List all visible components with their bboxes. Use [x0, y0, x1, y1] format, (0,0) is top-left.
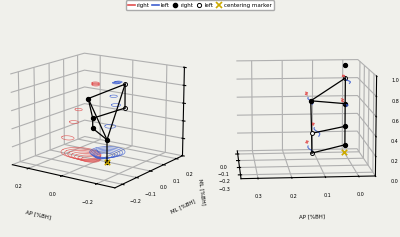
Legend: right, left, right, left, centering marker: right, left, right, left, centering mark… — [126, 0, 274, 10]
Y-axis label: ML [%BH]: ML [%BH] — [170, 198, 196, 214]
X-axis label: AP [%BH]: AP [%BH] — [25, 210, 51, 220]
X-axis label: ML [%BH]: ML [%BH] — [198, 179, 206, 206]
Y-axis label: AP [%BH]: AP [%BH] — [299, 214, 325, 219]
